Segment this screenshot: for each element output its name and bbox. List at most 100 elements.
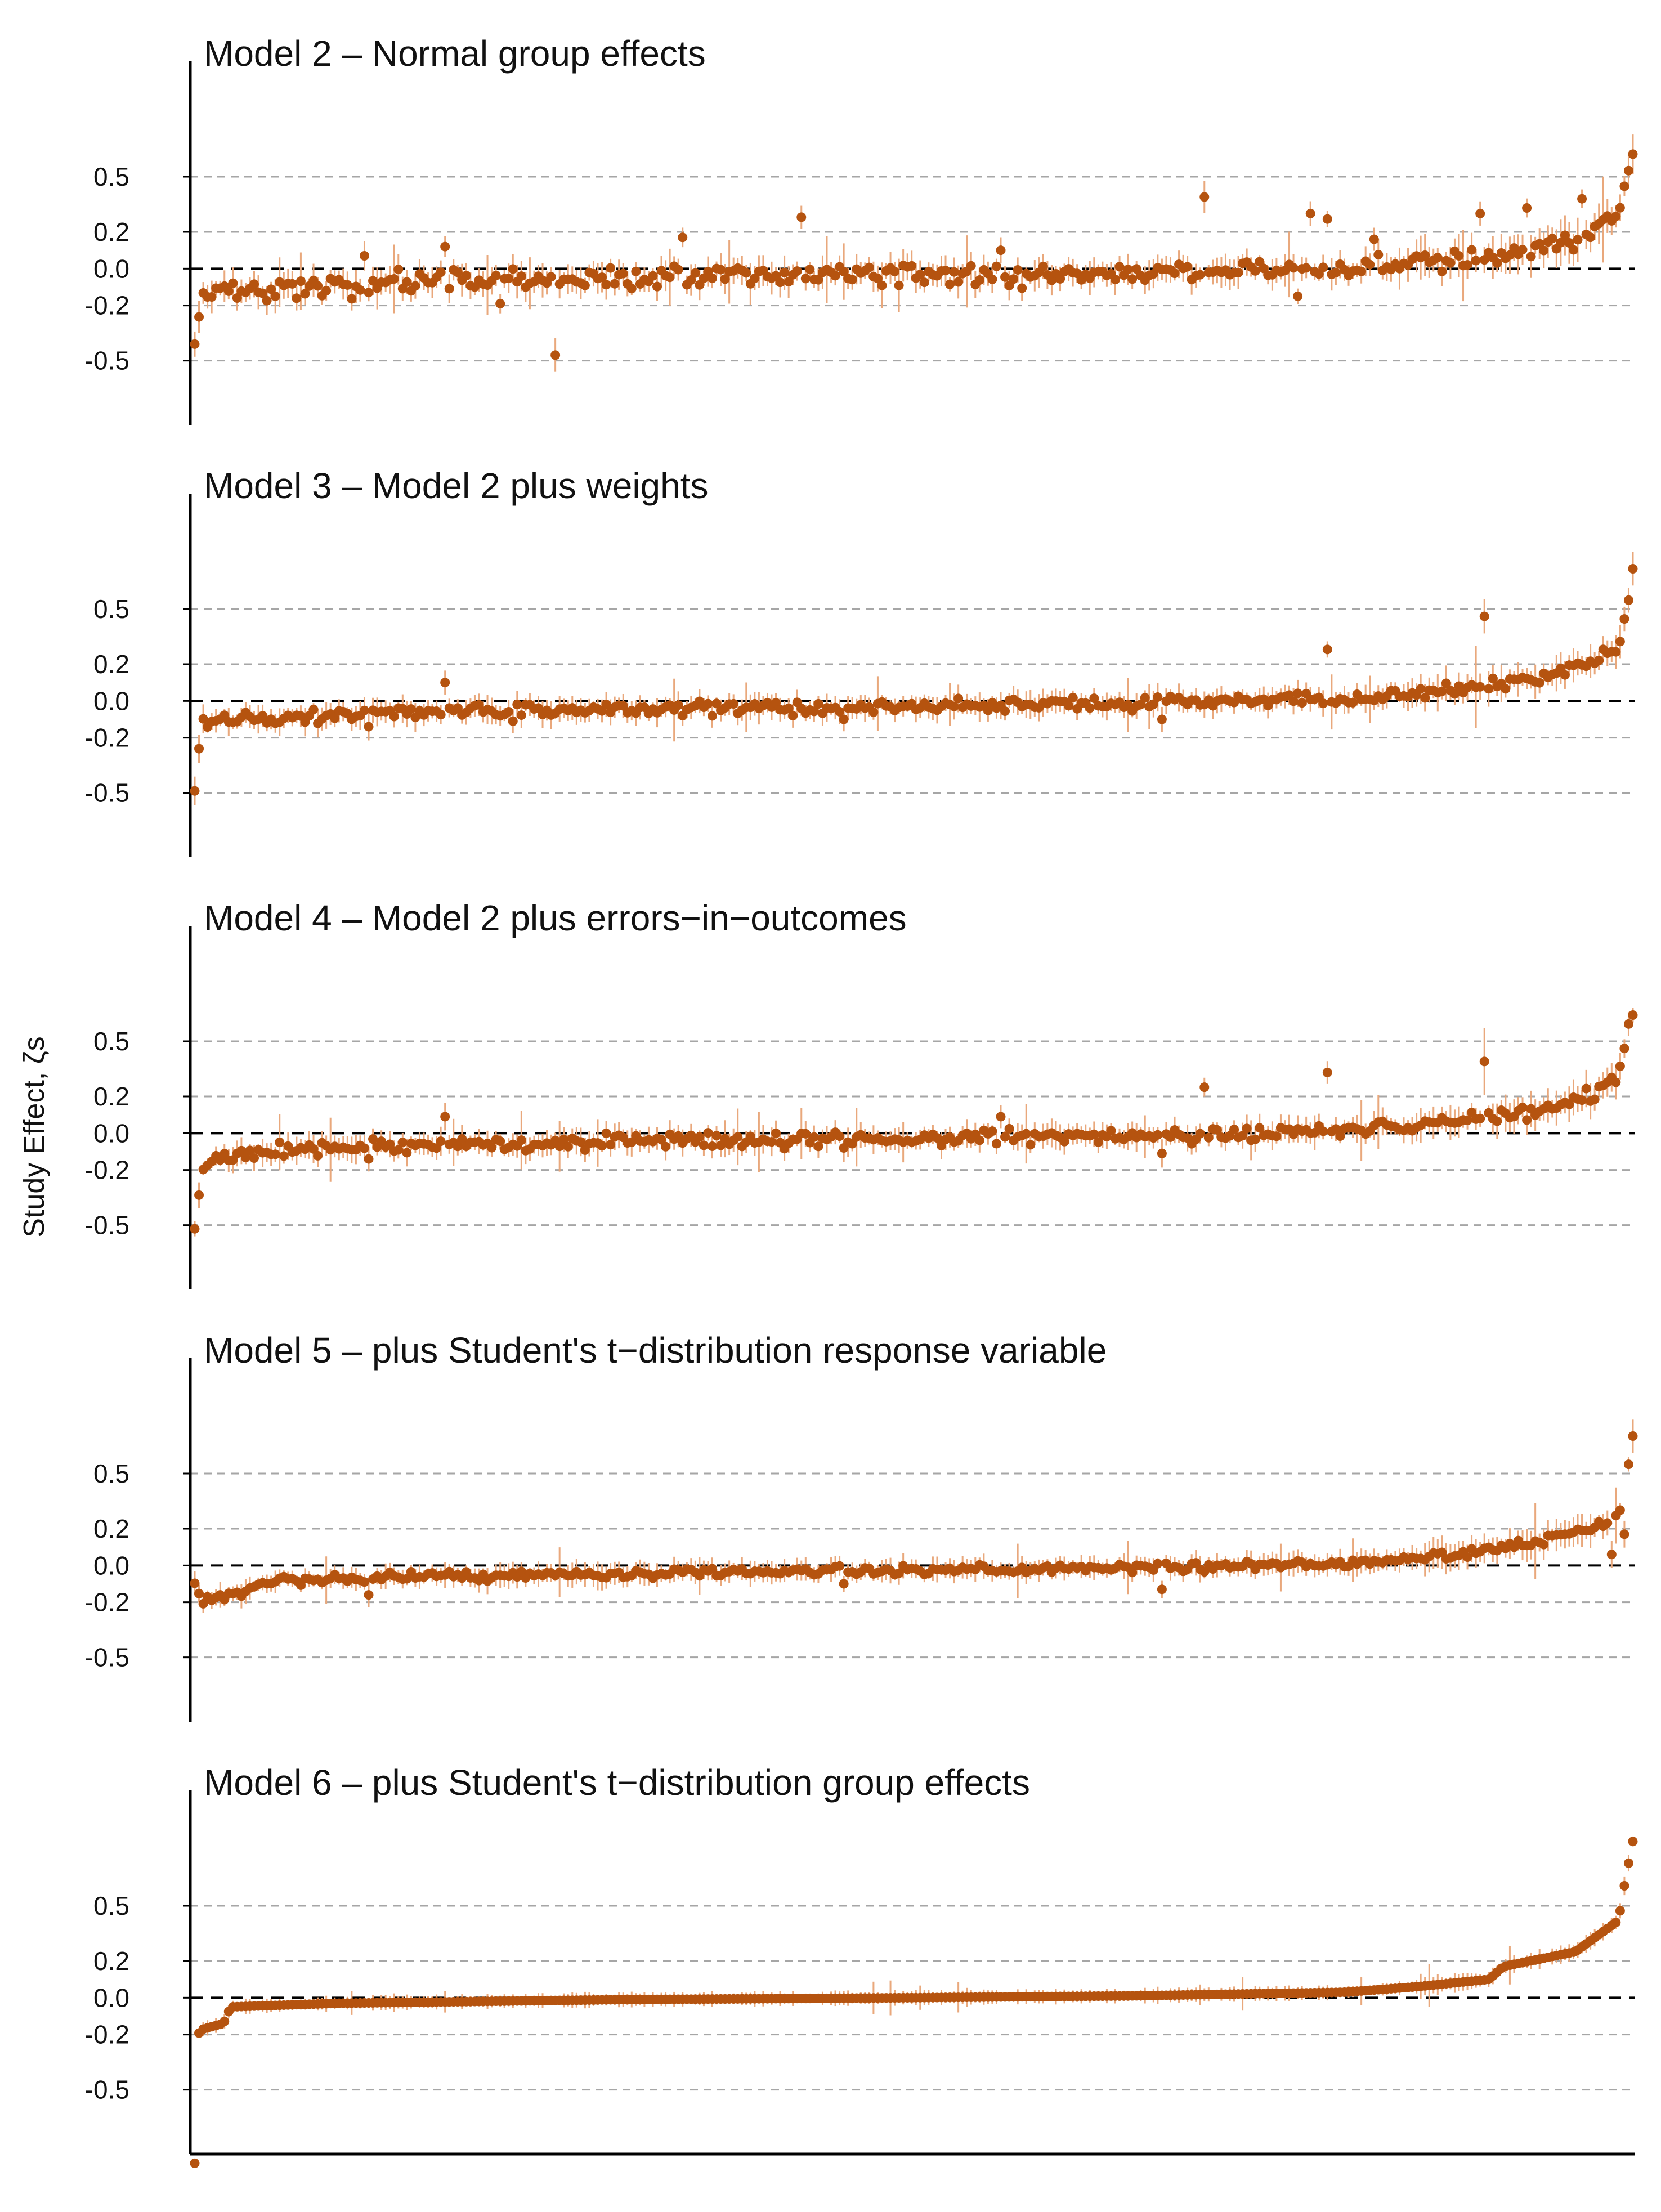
study-effect-point	[1445, 258, 1456, 268]
study-effect-point	[1619, 1529, 1629, 1539]
y-axis-label: Study Effect, ζs	[18, 1036, 51, 1237]
study-effect-point	[440, 1112, 450, 1122]
study-effect-point	[516, 710, 526, 720]
study-effect-point	[194, 1588, 204, 1598]
study-effect-point	[1577, 1095, 1587, 1105]
study-effect-point	[359, 705, 369, 715]
study-effect-point	[1628, 149, 1638, 159]
y-tick-label: 0.0	[93, 1118, 129, 1148]
study-effect-point	[1140, 693, 1150, 703]
study-effect-point	[559, 1134, 569, 1144]
study-effect-point	[932, 1133, 942, 1143]
panel-title: Model 5 – plus Student's t−distribution …	[204, 1330, 1107, 1371]
study-effect-point	[292, 293, 302, 303]
study-effect-point	[839, 714, 849, 724]
study-effect-point	[1462, 260, 1472, 270]
panel-title: Model 2 – Normal group effects	[204, 33, 706, 74]
study-effect-point	[805, 265, 815, 275]
study-effect-point	[974, 275, 984, 285]
y-tick-label: 0.2	[93, 1082, 129, 1111]
study-effect-point	[300, 289, 310, 299]
study-effect-point	[690, 268, 700, 278]
study-effect-point	[1564, 238, 1574, 248]
study-effect-point	[809, 706, 819, 717]
panel-1: Model 2 – Normal group effects -0.5 -0.2 0.…	[85, 33, 1638, 425]
study-effect-point	[1288, 263, 1299, 273]
panel-5: Model 6 – plus Student's t−distribution …	[85, 1762, 1638, 2168]
study-effect-point	[436, 710, 446, 720]
study-effect-point	[359, 250, 369, 261]
study-effect-point	[504, 273, 514, 283]
study-effect-point	[1479, 255, 1489, 265]
study-effect-point	[699, 1140, 709, 1150]
study-effect-point	[444, 284, 454, 294]
study-effect-point	[949, 701, 959, 711]
study-effect-point	[236, 1145, 247, 1156]
study-effect-point	[656, 1135, 666, 1145]
y-tick-label: 0.5	[93, 1891, 129, 1920]
study-effect-point	[364, 1590, 374, 1600]
study-effect-point	[813, 1141, 823, 1152]
study-effect-point	[792, 266, 802, 276]
study-effect-point	[1195, 270, 1205, 280]
study-effect-point	[678, 232, 688, 243]
study-effect-point	[1255, 1123, 1265, 1133]
study-effect-point	[190, 339, 200, 349]
study-effect-point	[1501, 684, 1511, 694]
study-effect-point	[275, 1138, 285, 1148]
study-effect-point	[1331, 1124, 1341, 1134]
study-effect-point	[1568, 245, 1578, 255]
y-tick-label: 0.0	[93, 254, 129, 283]
study-effect-point	[1432, 253, 1443, 263]
study-effect-point	[1517, 1102, 1528, 1112]
study-effect-point	[1615, 637, 1625, 647]
study-effect-point	[364, 722, 374, 732]
study-effect-point	[550, 350, 561, 360]
study-effect-point	[1322, 644, 1332, 655]
y-tick-label: 0.5	[93, 1459, 129, 1488]
study-effect-point	[665, 272, 675, 283]
study-effect-point	[707, 1564, 717, 1574]
study-effect-point	[606, 1140, 616, 1150]
point-estimates	[190, 1431, 1638, 1609]
study-effect-point	[1059, 1136, 1069, 1147]
study-effect-point	[190, 786, 200, 796]
y-tick-label: 0.2	[93, 650, 129, 679]
study-effect-point	[393, 1145, 404, 1155]
study-effect-point	[249, 279, 259, 289]
study-effect-point	[953, 277, 964, 287]
study-effect-point	[1127, 1568, 1138, 1578]
study-effect-point	[1522, 203, 1532, 213]
y-tick-label: 0.0	[93, 686, 129, 715]
study-effect-point	[784, 276, 794, 286]
study-effect-point	[410, 281, 420, 291]
study-effect-point	[364, 1154, 374, 1164]
study-effect-point	[974, 1135, 984, 1145]
study-effect-point	[864, 262, 874, 272]
y-tick-label: 0.2	[93, 217, 129, 247]
study-effect-point	[1560, 670, 1570, 680]
study-effect-point	[504, 707, 514, 717]
study-effect-point	[1272, 1131, 1282, 1141]
study-effect-point	[296, 276, 306, 286]
study-effect-point	[368, 276, 378, 286]
study-effect-point	[1322, 214, 1332, 224]
study-effect-point	[1183, 262, 1193, 272]
study-effect-point	[546, 272, 556, 282]
study-effect-point	[703, 698, 713, 709]
study-effect-point	[516, 1135, 526, 1145]
study-effect-point	[1623, 1459, 1633, 1470]
study-effect-point	[1293, 291, 1303, 301]
study-effect-point	[1526, 252, 1536, 262]
study-effect-point	[1560, 230, 1570, 240]
study-effect-point	[347, 294, 357, 304]
study-effect-point	[1517, 245, 1528, 255]
study-effect-point	[796, 212, 807, 222]
interval-bars	[194, 1419, 1634, 1613]
study-effect-point	[941, 266, 951, 276]
study-effect-point	[1335, 1131, 1345, 1141]
study-effect-point	[1365, 259, 1375, 270]
study-effect-point	[1462, 1552, 1472, 1562]
study-effect-point	[1462, 1116, 1472, 1126]
study-effect-point	[1318, 262, 1328, 272]
